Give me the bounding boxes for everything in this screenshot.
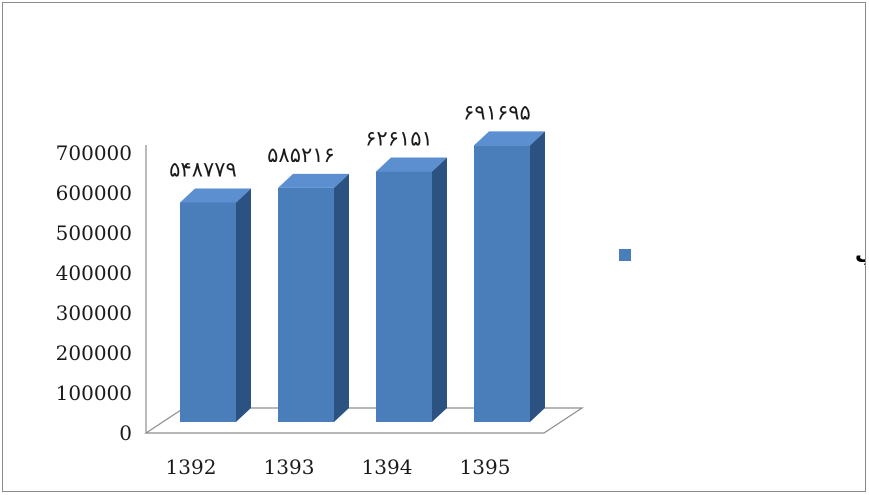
bar-top-face <box>474 131 545 146</box>
bar-front-face <box>474 145 530 422</box>
data-label: ۵۸۵۲۱۶ <box>267 143 335 167</box>
legend: تعداد انشعاب فاضلاب <box>619 243 869 267</box>
legend-label: تعداد انشعاب فاضلاب <box>855 243 865 267</box>
bar-front-face <box>180 202 236 422</box>
y-axis-tick-labels: 0 100000 200000 300000 400000 500000 600000 700… <box>56 141 132 445</box>
y-tick-label: 200000 <box>56 341 132 365</box>
bar <box>180 188 251 422</box>
bar-front-face <box>278 187 334 422</box>
x-axis-tick-labels: 1392 1393 1394 1395 <box>166 455 511 479</box>
y-tick-label: 700000 <box>56 141 132 165</box>
bar-chart: 0 100000 200000 300000 400000 500000 600000 700… <box>56 100 869 479</box>
y-tick-label: 100000 <box>56 381 132 405</box>
legend-swatch <box>619 249 631 261</box>
chart-floor-plane <box>143 407 585 434</box>
x-tick-label: 1393 <box>264 455 315 479</box>
data-label: ۶۲۶۱۵۱ <box>365 127 433 151</box>
data-label: ۶۹۱۶۹۵ <box>463 100 531 124</box>
data-labels: ۵۴۸۷۷۹ ۵۸۵۲۱۶ ۶۲۶۱۵۱ ۶۹۱۶۹۵ <box>169 100 531 181</box>
bar-side-face <box>334 173 349 422</box>
x-tick-label: 1394 <box>362 455 413 479</box>
bar-top-face <box>278 173 349 188</box>
data-label: ۵۴۸۷۷۹ <box>169 157 237 181</box>
y-tick-label: 300000 <box>56 301 132 325</box>
y-tick-label: 400000 <box>56 261 132 285</box>
bar <box>376 157 447 422</box>
bar-top-face <box>376 157 447 172</box>
x-tick-label: 1395 <box>460 455 511 479</box>
x-tick-label: 1392 <box>166 455 217 479</box>
bar-series <box>180 131 545 422</box>
bar-top-face <box>180 188 251 203</box>
bar <box>278 173 349 422</box>
bar-side-face <box>432 157 447 422</box>
bar <box>474 131 545 422</box>
bar-front-face <box>376 171 432 422</box>
y-tick-label: 0 <box>119 421 132 445</box>
chart-floor <box>143 407 585 434</box>
bar-side-face <box>236 188 251 422</box>
y-tick-label: 600000 <box>56 181 132 205</box>
y-tick-label: 500000 <box>56 221 132 245</box>
bar-side-face <box>530 131 545 422</box>
